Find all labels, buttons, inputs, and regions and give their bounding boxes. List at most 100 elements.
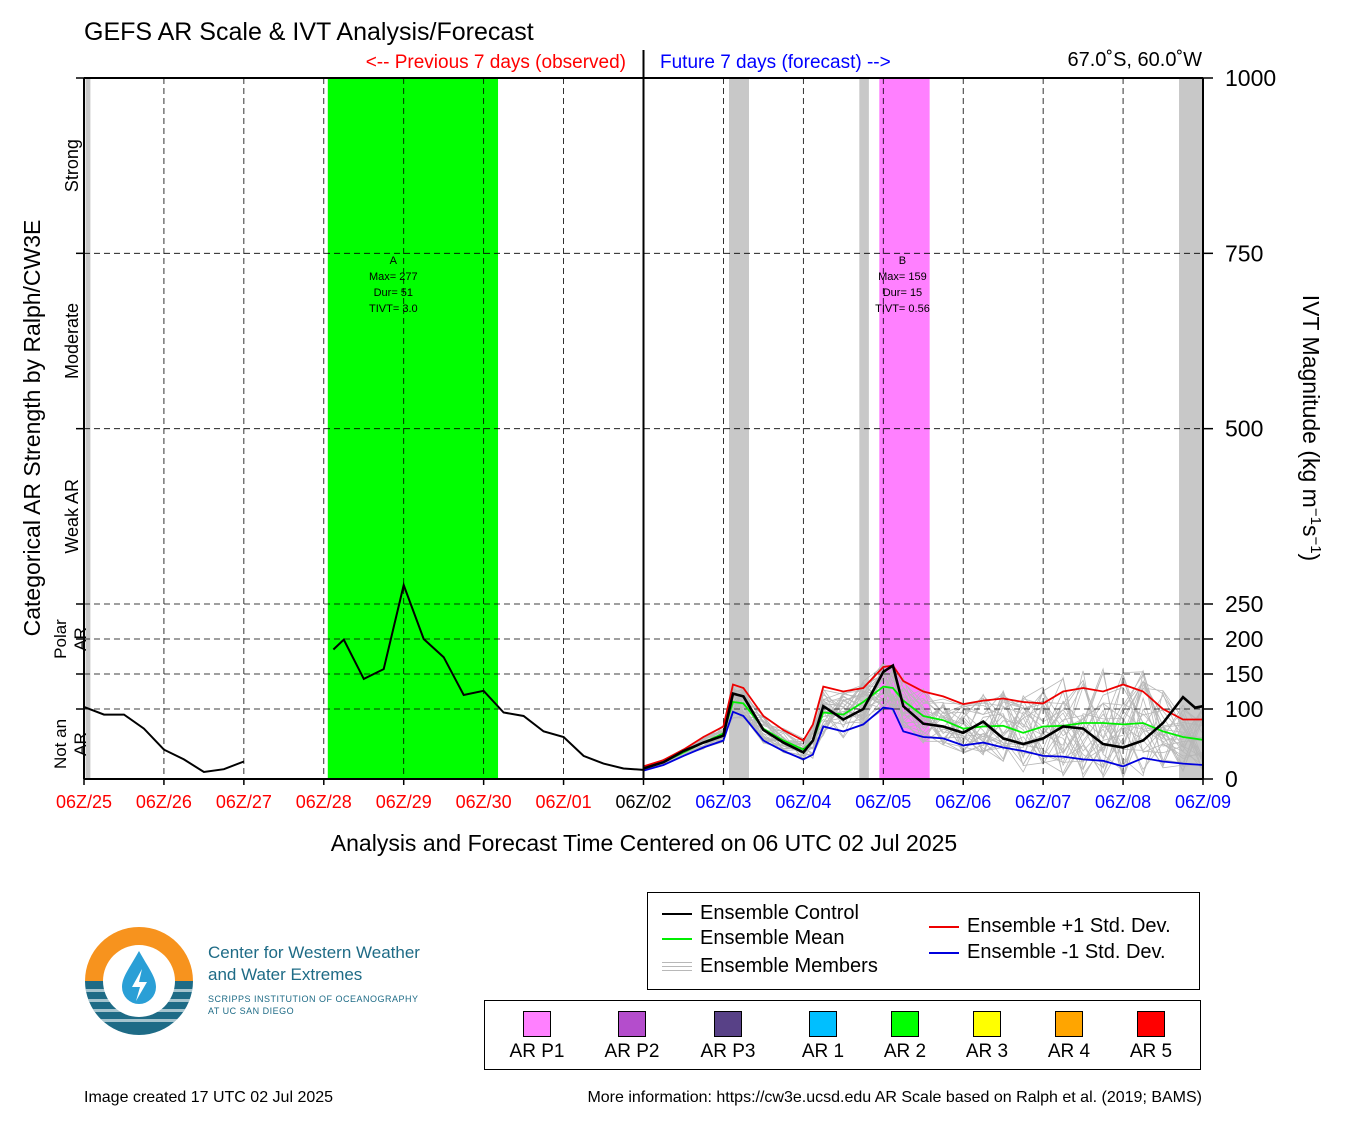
category-ar-4-label: AR 4 bbox=[1047, 1041, 1091, 1062]
legend-mean: Ensemble Mean bbox=[662, 927, 845, 950]
category-label: Not an bbox=[51, 719, 70, 769]
legend-control-label: Ensemble Control bbox=[700, 902, 859, 924]
ensemble-meanline bbox=[643, 685, 1204, 770]
right-axis-label: IVT Magnitude (kg m−1s−1) bbox=[1298, 295, 1324, 561]
ensemble-controlline bbox=[643, 663, 1204, 770]
ensemble-1-std-dev-line bbox=[643, 664, 1203, 768]
category-ar-p1-label: AR P1 bbox=[509, 1041, 565, 1062]
category-label: Moderate bbox=[62, 303, 82, 379]
image-created-note: Image created 17 UTC 02 Jul 2025 bbox=[84, 1089, 334, 1106]
y-tick-label: 150 bbox=[1225, 661, 1263, 687]
left-axis-label: Categorical AR Strength by Ralph/CW3E bbox=[19, 220, 45, 637]
legend-plus-sd-label: Ensemble +1 Std. Dev. bbox=[967, 915, 1171, 937]
x-tick-label: 06Z/03 bbox=[695, 792, 751, 812]
x-tick-label: 06Z/04 bbox=[775, 792, 831, 812]
category-label: Strong bbox=[62, 139, 82, 192]
y-tick-label: 100 bbox=[1225, 696, 1263, 722]
category-label: AR bbox=[71, 627, 90, 651]
observed-ivt-line bbox=[83, 705, 245, 774]
series-lines bbox=[83, 581, 1204, 774]
event-annotations: A Max= 277 Dur= 51 TIVT= 3.0 B Max= 159 Dur= 1… bbox=[369, 255, 930, 315]
category-ar-p3-label: AR P3 bbox=[700, 1041, 756, 1062]
location-label: 67.0˚S, 60.0˚W bbox=[1067, 49, 1202, 71]
legend-plus-sd: Ensemble +1 Std. Dev. bbox=[929, 915, 1171, 938]
category-ar-3: AR 3 bbox=[947, 1011, 1027, 1063]
legend: Ensemble Control Ensemble Mean Ensemble … bbox=[647, 892, 1200, 990]
event-annotation-text: Dur= 51 bbox=[374, 287, 413, 299]
chart-title: GEFS AR Scale & IVT Analysis/Forecast bbox=[84, 18, 534, 46]
category-label: AR bbox=[71, 732, 90, 756]
more-info-note: More information: https://cw3e.ucsd.edu … bbox=[587, 1089, 1202, 1106]
category-label-group: Polar AR bbox=[51, 619, 90, 659]
event-annotation-text: TIVT= 3.0 bbox=[369, 303, 418, 315]
y-tick-label: 0 bbox=[1225, 766, 1238, 792]
legend-mean-label: Ensemble Mean bbox=[700, 927, 845, 949]
category-ar-3-swatch bbox=[973, 1011, 1001, 1037]
legend-members-label: Ensemble Members bbox=[700, 955, 878, 977]
x-axis-label: Analysis and Forecast Time Centered on 0… bbox=[331, 830, 957, 856]
x-tick-label: 06Z/26 bbox=[136, 792, 192, 812]
category-ar-5-swatch bbox=[1137, 1011, 1165, 1037]
category-label-group: Weak AR bbox=[62, 479, 82, 554]
legend-members: Ensemble Members bbox=[662, 955, 878, 978]
logo-line-4: AT UC SAN DIEGO bbox=[208, 1006, 295, 1016]
x-tick-label: 06Z/30 bbox=[456, 792, 512, 812]
ensemble-member-line bbox=[643, 665, 1204, 772]
category-ar-1: AR 1 bbox=[783, 1011, 863, 1063]
x-tick-label: 06Z/05 bbox=[855, 792, 911, 812]
category-ar-1-swatch bbox=[809, 1011, 837, 1037]
legend-control: Ensemble Control bbox=[662, 902, 859, 925]
y-tick-label: 500 bbox=[1225, 416, 1263, 442]
event-annotation-text: Max= 277 bbox=[369, 271, 418, 283]
category-ar-p2-label: AR P2 bbox=[604, 1041, 660, 1062]
x-tick-label: 06Z/28 bbox=[296, 792, 352, 812]
category-ar-2: AR 2 bbox=[865, 1011, 945, 1063]
ensemble-member-line bbox=[643, 672, 1204, 767]
ar-period-ar-2 bbox=[327, 78, 499, 779]
axes: 06Z/25 06Z/26 06Z/27 06Z/28 06Z/29 06Z/30 06Z/… bbox=[51, 50, 1276, 812]
x-tick-label: 06Z/01 bbox=[536, 792, 592, 812]
ensemble-1-std-dev-line bbox=[643, 706, 1204, 772]
event-annotation-text: B bbox=[899, 255, 906, 267]
x-tick-label: 06Z/02 bbox=[615, 792, 671, 812]
y-tick-label: 250 bbox=[1225, 591, 1263, 617]
x-tick-label: 06Z/27 bbox=[216, 792, 272, 812]
legend-members-swatch bbox=[662, 959, 692, 975]
category-ar-p2-swatch bbox=[618, 1011, 646, 1037]
category-ar-2-label: AR 2 bbox=[883, 1041, 927, 1062]
x-tick-label: 06Z/07 bbox=[1015, 792, 1071, 812]
category-ar-p1-swatch bbox=[523, 1011, 551, 1037]
ensemble-member-line bbox=[643, 674, 1204, 771]
y-tick-label: 200 bbox=[1225, 626, 1263, 652]
category-ar-5-label: AR 5 bbox=[1129, 1041, 1173, 1062]
category-ar-2-swatch bbox=[891, 1011, 919, 1037]
category-ar-5: AR 5 bbox=[1111, 1011, 1191, 1063]
previous-label: <-- Previous 7 days (observed) bbox=[366, 52, 626, 73]
category-ar-1-label: AR 1 bbox=[801, 1041, 845, 1062]
legend-control-swatch bbox=[662, 912, 692, 915]
category-label: Weak AR bbox=[62, 479, 82, 554]
category-label-group: Moderate bbox=[62, 303, 82, 379]
ar-category-legend: AR P1 AR P2 AR P3 AR 1 AR 2 AR 3 AR 4 AR… bbox=[484, 1000, 1201, 1070]
category-ar-p2: AR P2 bbox=[592, 1011, 672, 1063]
category-label: Polar bbox=[51, 619, 70, 659]
category-ar-3-label: AR 3 bbox=[965, 1041, 1009, 1062]
legend-plus-sd-swatch bbox=[929, 925, 959, 928]
event-annotation-text: TIVT= 0.56 bbox=[875, 303, 930, 315]
category-label-group: Not an AR bbox=[51, 719, 90, 769]
x-tick-label: 06Z/25 bbox=[56, 792, 112, 812]
event-annotation-text: Dur= 15 bbox=[883, 287, 922, 299]
category-ar-4-swatch bbox=[1055, 1011, 1083, 1037]
grid-lines bbox=[84, 78, 1203, 779]
cw3e-logo: Center for Western Weather and Water Ext… bbox=[84, 925, 464, 1037]
ensemble-member-line bbox=[643, 663, 1204, 772]
cw3e-emblem-icon bbox=[85, 927, 193, 1035]
logo-line-1: Center for Western Weather bbox=[208, 943, 420, 962]
legend-mean-swatch bbox=[662, 937, 692, 940]
category-ar-p1: AR P1 bbox=[497, 1011, 577, 1063]
event-annotation-text: A bbox=[390, 255, 398, 267]
category-ar-4: AR 4 bbox=[1029, 1011, 1109, 1063]
legend-minus-sd-swatch bbox=[929, 951, 959, 954]
logo-line-3: SCRIPPS INSTITUTION OF OCEANOGRAPHY bbox=[208, 994, 419, 1004]
event-annotation-text: Max= 159 bbox=[878, 271, 927, 283]
